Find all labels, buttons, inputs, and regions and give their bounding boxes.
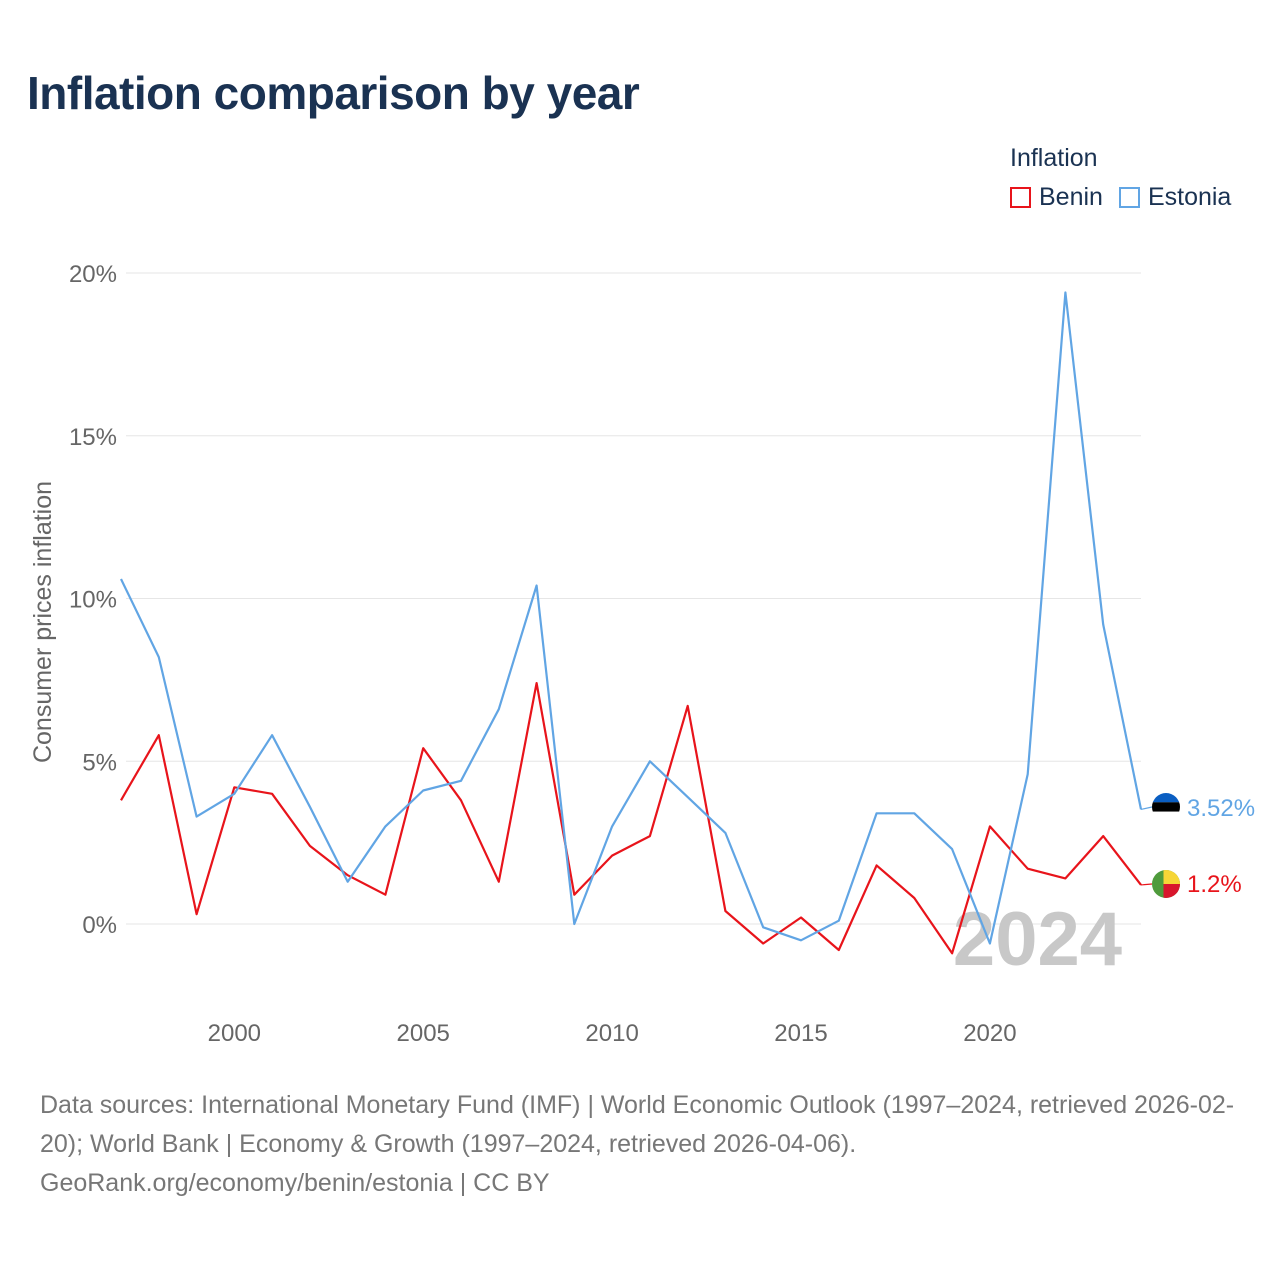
credit-link[interactable]: GeoRank.org/economy/benin/estonia | CC B… (40, 1169, 550, 1197)
estonia-flag-icon (1152, 793, 1180, 821)
footer: Data sources: International Monetary Fun… (40, 1086, 1250, 1203)
x-tick-labels: 2000 2005 2010 2015 2020 (208, 1020, 1017, 1047)
end-connector-estonia (1140, 806, 1153, 811)
benin-flag-icon (1152, 870, 1180, 898)
series-line-estonia[interactable] (120, 291, 1143, 945)
x-tick-label-2005: 2005 (397, 1020, 450, 1047)
end-label-benin: 1.2% (1187, 871, 1242, 898)
legend-label-estonia: Estonia (1147, 183, 1232, 211)
x-tick-label-2000: 2000 (208, 1020, 261, 1047)
legend-items: Benin Estonia (1010, 183, 1247, 212)
y-axis-label: Consumer prices inflation (29, 481, 57, 763)
year-watermark: 2024 (953, 897, 1122, 982)
x-tick-label-2010: 2010 (585, 1020, 638, 1047)
legend-item-estonia[interactable]: Estonia (1118, 183, 1232, 212)
y-tick-labels: 0% 5% 10% 15% 20% (69, 261, 117, 939)
y-tick-label-10: 10% (69, 587, 117, 614)
y-tick-label-15: 15% (69, 424, 117, 451)
y-tick-label-5: 5% (82, 749, 117, 776)
legend: Inflation Benin Estonia (1010, 144, 1247, 212)
data-sources-note: Data sources: International Monetary Fun… (40, 1091, 1235, 1158)
end-label-connectors (1140, 806, 1153, 886)
legend-title: Inflation (1010, 144, 1098, 172)
x-tick-label-2015: 2015 (774, 1020, 827, 1047)
y-tick-label-20: 20% (69, 261, 117, 288)
legend-item-benin[interactable]: Benin (1010, 183, 1103, 212)
x-tick-label-2020: 2020 (963, 1020, 1016, 1047)
legend-label-benin: Benin (1039, 183, 1103, 211)
gridlines (126, 272, 1141, 925)
legend-swatch-estonia (1118, 187, 1140, 208)
line-chart: 0%5%10%15%20% 2000 2005 2010 2015 2020 2024 … (29, 261, 1255, 1047)
legend-swatch-benin (1010, 187, 1031, 208)
end-connector-benin (1140, 883, 1153, 886)
series-line-benin[interactable] (120, 681, 1142, 955)
chart-title: Inflation comparison by year (27, 67, 640, 119)
end-label-estonia: 3.52% (1187, 795, 1255, 822)
series-lines (120, 291, 1143, 955)
y-tick-label-0: 0% (82, 912, 117, 939)
